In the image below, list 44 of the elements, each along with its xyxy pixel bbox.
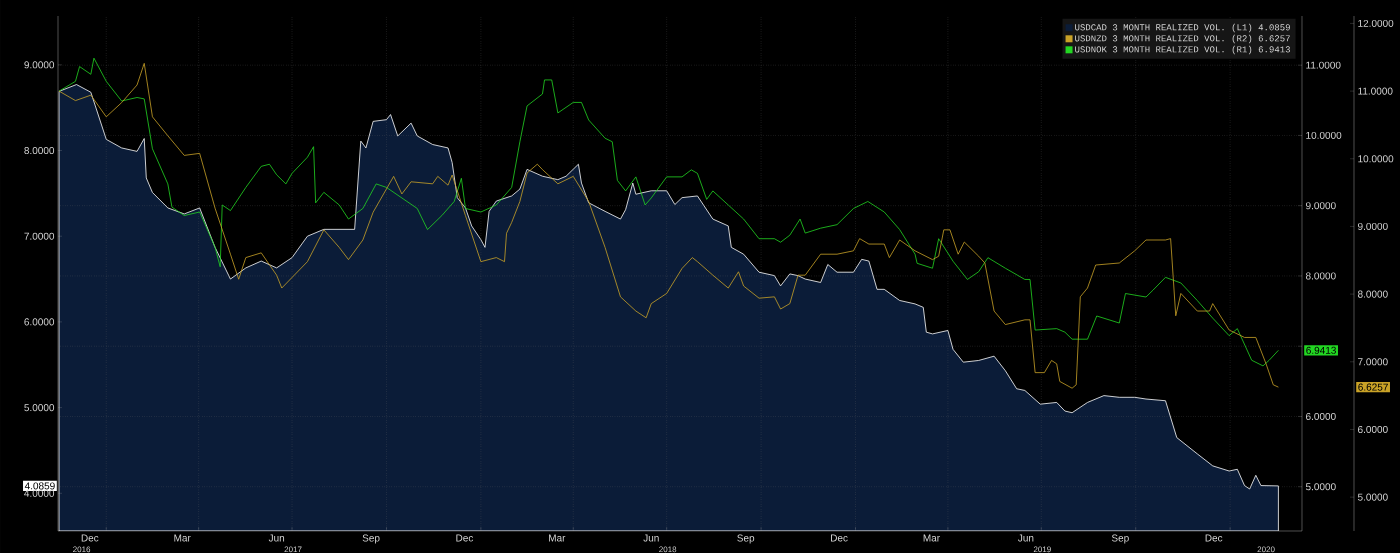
y-tick-label: 7.0000	[24, 232, 55, 240]
x-tick-label: Sep	[737, 534, 755, 544]
y3-tick-label: 12.0000	[1358, 20, 1394, 28]
x2-tick-label: 2016	[73, 546, 91, 553]
x-tick-label: Jun	[1018, 534, 1034, 542]
x-tick-label: Dec	[81, 534, 99, 542]
y2-tick-label: 10.0000	[1306, 132, 1342, 140]
x-tick-label: Jun	[268, 534, 285, 542]
y3-tick-label: 6.0000	[1358, 426, 1388, 434]
x-tick-label: Jun	[643, 534, 659, 542]
x-tick-label: Dec	[1205, 534, 1223, 542]
y-tick-label: 4.0859	[24, 482, 55, 490]
x-tick-label: Mar	[549, 534, 566, 542]
x-tick-label: Mar	[923, 534, 940, 542]
y-tick-label: 6.0000	[24, 318, 55, 326]
legend-label: USDNZD 3 MONTH REALIZED VOL. (R2) 6.6257	[1075, 35, 1290, 44]
x-tick-label: Dec	[456, 534, 474, 542]
y3-tick-label: 7.0000	[1358, 358, 1388, 366]
x2-tick-label: 2017	[284, 546, 302, 553]
x2-tick-label: 2018	[659, 546, 677, 553]
x2-tick-label: 2020	[1257, 546, 1275, 553]
x-tick-label: Dec	[831, 534, 848, 542]
y-tick-label: 8.0000	[24, 147, 55, 155]
x2-tick-label: 2019	[1033, 546, 1051, 553]
y2-tick-label: 11.0000	[1306, 61, 1341, 69]
y3-tick-label: 9.0000	[1358, 223, 1388, 231]
y3-tick-label: 6.6257	[1358, 383, 1388, 391]
y2-tick-label: 6.9413	[1306, 347, 1336, 355]
y-tick-label: 9.0000	[24, 61, 55, 69]
y3-tick-label: 10.0000	[1358, 155, 1394, 163]
y3-tick-label: 5.0000	[1357, 493, 1388, 501]
legend-label: USDCAD 3 MONTH REALIZED VOL. (L1) 4.0859	[1075, 24, 1290, 33]
x-tick-label: Sep	[362, 534, 380, 544]
legend-label: USDNOK 3 MONTH REALIZED VOL. (R1) 6.9413	[1075, 46, 1290, 55]
y3-tick-label: 8.0000	[1357, 290, 1388, 298]
y3-tick-label: 11.0000	[1358, 87, 1393, 95]
y-tick-label: 5.0000	[24, 404, 55, 412]
y2-tick-label: 6.0000	[1306, 413, 1336, 421]
x-tick-label: Mar	[174, 534, 191, 542]
y2-tick-label: 8.0000	[1305, 272, 1336, 280]
y2-tick-label: 9.0000	[1306, 202, 1336, 210]
x-tick-label: Sep	[1111, 534, 1129, 544]
y-tick-label: 4.0000	[24, 489, 55, 498]
y2-tick-label: 5.0000	[1305, 483, 1336, 491]
